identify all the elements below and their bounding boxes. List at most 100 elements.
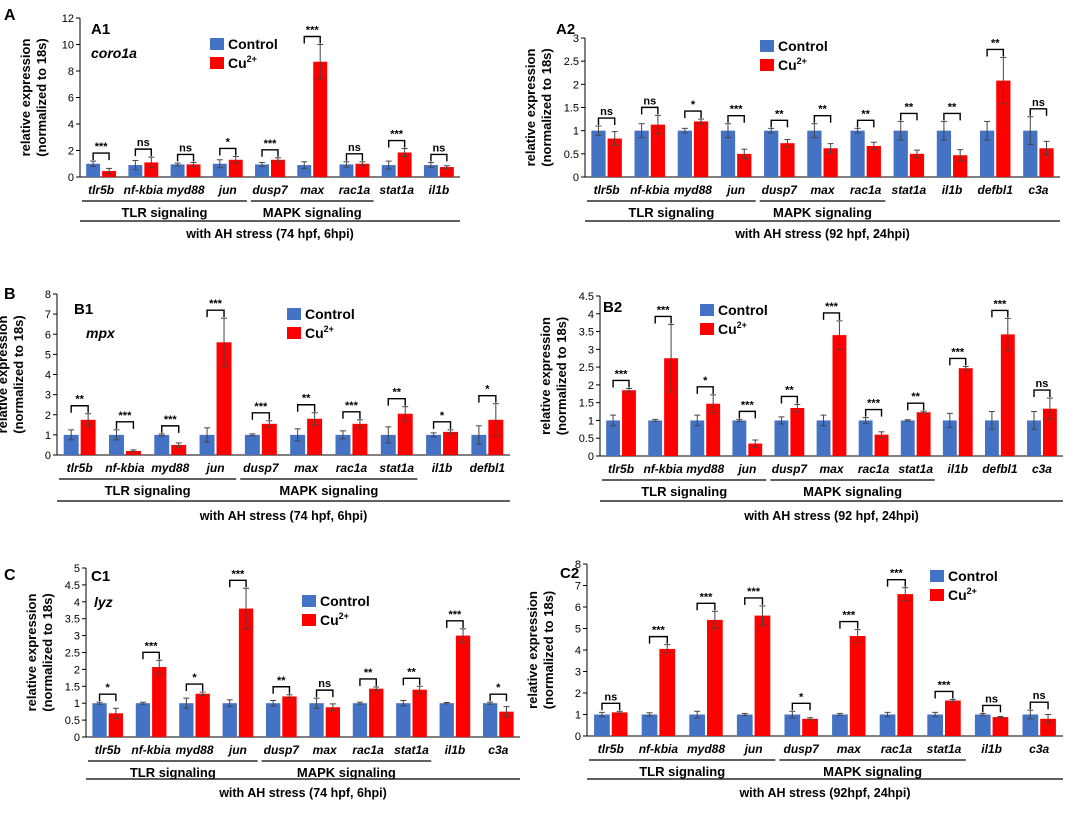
- bar-control: [482, 703, 498, 737]
- bar-treated: [1040, 718, 1056, 736]
- x-tick-label: nf-kbia: [630, 183, 670, 197]
- row-label: B: [4, 286, 16, 303]
- legend-label-treated: Cu2+: [228, 54, 257, 71]
- legend-label-treated-base: Cu: [305, 325, 324, 341]
- bar-control: [396, 703, 411, 737]
- legend-label-treated-base: Cu: [948, 587, 967, 603]
- bar-control: [471, 434, 487, 455]
- significance-bracket: [115, 421, 135, 429]
- row-label: C: [4, 567, 16, 584]
- significance-bracket: [430, 153, 448, 162]
- bar-control: [309, 703, 324, 737]
- x-tick-label: il1b: [445, 743, 466, 757]
- y-tick-label: 2: [575, 688, 581, 700]
- legend: Control Cu2+: [760, 38, 828, 73]
- bar-treated: [849, 636, 866, 736]
- bar-control: [244, 434, 260, 455]
- significance-label: *: [703, 375, 708, 387]
- condition-label: with AH stress (92 hpf, 24hpi): [734, 227, 910, 241]
- significance-bracket: [315, 689, 334, 698]
- x-tick-label: rac1a: [850, 183, 882, 197]
- significance-bracket: [219, 147, 237, 156]
- group-label: TLR signaling: [130, 765, 216, 780]
- significance-label: ns: [985, 693, 998, 705]
- group-label: MAPK signaling: [297, 765, 396, 780]
- x-tick-label: rac1a: [339, 183, 371, 197]
- significance-label: ns: [600, 106, 613, 118]
- significance-label: ***: [209, 298, 223, 310]
- bar-control: [850, 130, 865, 177]
- significance-bracket: [982, 704, 1002, 713]
- x-tick-label: jun: [227, 743, 247, 757]
- bar-treated: [707, 619, 723, 736]
- x-tick-label: stat1a: [892, 183, 927, 197]
- x-tick-label: rac1a: [858, 462, 890, 476]
- significance-bracket: [791, 702, 811, 711]
- bar-control: [936, 130, 952, 177]
- significance-bracket: [991, 309, 1009, 318]
- legend-swatch-control: [210, 38, 224, 50]
- y-axis-label-line2: (normalized to 18s): [539, 48, 554, 166]
- bar-treated: [412, 689, 427, 737]
- significance-label: **: [302, 393, 311, 405]
- x-tick-label: tlr5b: [95, 743, 121, 757]
- y-tick-label: 3.5: [579, 327, 594, 339]
- x-tick-label: rac1a: [352, 743, 384, 757]
- significance-bracket: [432, 421, 452, 429]
- bar-treated: [282, 696, 297, 737]
- bar-treated: [706, 403, 721, 456]
- significance-label: ns: [1033, 690, 1046, 702]
- significance-label: ***: [951, 346, 965, 358]
- y-axis-label: relative expression (normalized to 18s): [525, 591, 556, 709]
- bar-treated: [186, 164, 201, 177]
- y-axis-label-line1: relative expression: [0, 316, 10, 434]
- bar-treated: [1042, 408, 1057, 456]
- panel-label: B2: [603, 299, 622, 316]
- significance-label: ns: [179, 142, 192, 154]
- bar-treated: [909, 153, 925, 177]
- x-tick-label: il1b: [947, 462, 968, 476]
- x-tick-label: dusp7: [252, 183, 289, 197]
- bar-treated: [499, 711, 514, 737]
- x-tick-label: tlr5b: [608, 462, 634, 476]
- significance-bracket: [134, 148, 152, 157]
- bar-treated: [607, 138, 622, 177]
- y-tick-label: 8: [68, 66, 74, 78]
- y-tick-label: 5: [74, 563, 80, 575]
- significance-label: **: [948, 101, 957, 113]
- bar-control: [732, 420, 747, 456]
- bar-treated: [397, 413, 413, 455]
- bar-control: [1022, 714, 1039, 736]
- y-tick-label: 3: [74, 631, 80, 643]
- significance-bracket: [359, 678, 377, 686]
- y-tick-label: 0.5: [579, 433, 594, 445]
- x-tick-label: jun: [743, 742, 763, 756]
- gene-name: coro1a: [91, 45, 137, 61]
- y-tick-label: 0: [68, 172, 74, 184]
- bar-control: [690, 420, 705, 456]
- bar-treated: [992, 717, 1009, 736]
- y-tick-label: 7: [45, 309, 51, 321]
- x-tick-label: nf-kbia: [643, 462, 683, 476]
- legend-label-treated: Cu2+: [718, 320, 747, 337]
- x-tick-label: defbl1: [982, 462, 1018, 476]
- x-tick-label: stat1a: [927, 742, 962, 756]
- significance-label: ***: [119, 410, 133, 422]
- y-tick-label: 2.5: [564, 56, 579, 68]
- significance-label: ns: [1032, 97, 1045, 109]
- significance-bracket: [1033, 389, 1051, 398]
- bar-control: [900, 420, 915, 456]
- gene-name: mpx: [86, 325, 116, 341]
- y-tick-label: 0: [45, 450, 51, 462]
- y-tick-label: 0: [573, 172, 579, 184]
- x-tick-label: c3a: [1028, 183, 1048, 197]
- y-tick-label: 2: [573, 79, 579, 91]
- x-tick-label: max: [300, 183, 325, 197]
- significance-bracket: [934, 690, 954, 699]
- y-tick-label: 1: [575, 710, 581, 722]
- x-tick-label: nf-kbia: [124, 183, 164, 197]
- bar-treated: [355, 163, 370, 177]
- bar-treated: [737, 153, 752, 177]
- y-tick-label: 3: [45, 390, 51, 402]
- bar-control: [297, 165, 312, 177]
